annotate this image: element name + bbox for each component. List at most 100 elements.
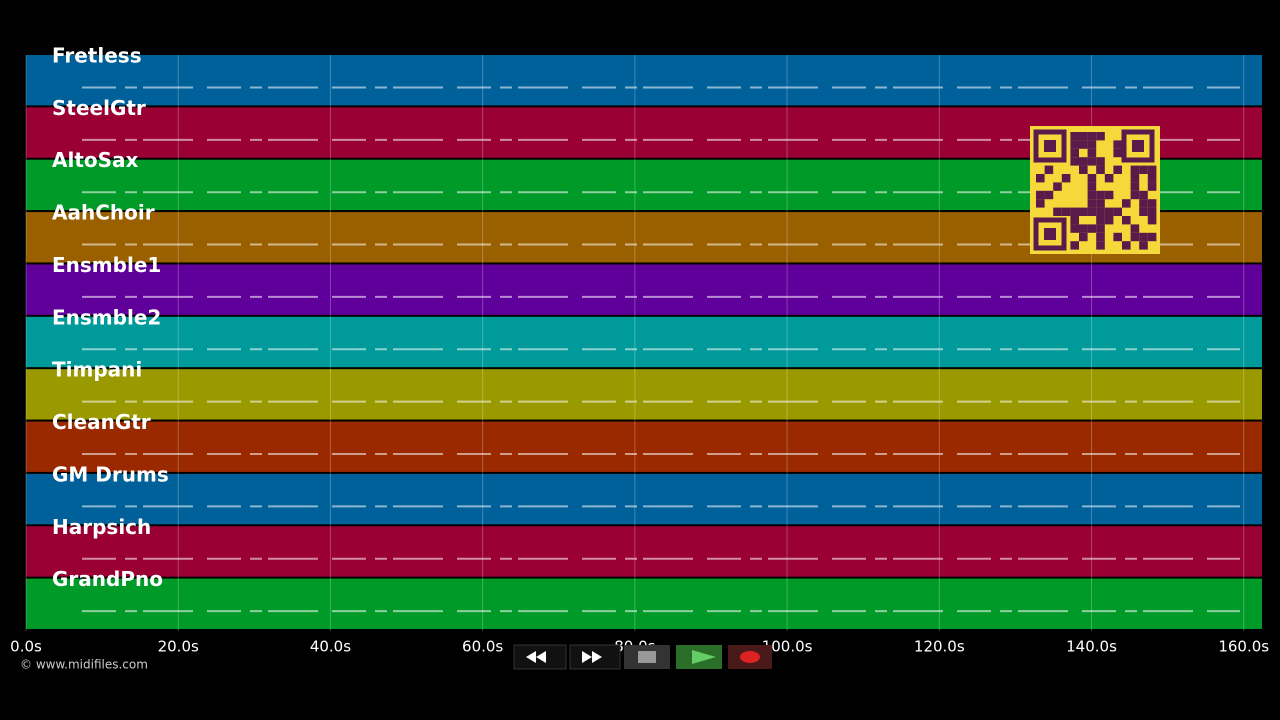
track-label: Timpani [52,358,142,382]
qr-module [1096,165,1105,174]
qr-module [1113,207,1122,216]
qr-module [1096,157,1105,166]
qr-module [1104,190,1114,200]
qr-module [1096,216,1105,225]
qr-module [1070,241,1079,250]
qr-module [1130,165,1140,174]
play-icon [692,650,716,664]
qr-module [1113,232,1122,242]
record-icon [740,651,760,663]
qr-module [1147,216,1157,225]
track-label: AahChoir [52,201,155,225]
qr-module [1104,216,1114,225]
qr-module [1087,140,1097,149]
qr-module [1096,241,1105,250]
qr-module [1087,157,1097,166]
qr-module [1113,140,1122,149]
track-label: GrandPno [52,567,163,591]
x-tick-label: 100.0s [762,638,813,656]
qr-module [1079,207,1088,216]
track-band [26,316,1262,368]
qr-module [1096,224,1105,233]
qr-module [1079,224,1088,233]
qr-module [1122,216,1131,225]
qr-module [1130,232,1140,242]
qr-module [1147,207,1157,216]
track-label: Ensmble1 [52,253,161,277]
qr-module [1070,140,1079,149]
track-label: GM Drums [52,462,169,486]
qr-module [1061,174,1071,183]
rewind-icon [526,651,546,663]
track-band [26,55,1262,106]
qr-module [1147,199,1157,208]
forward-icon [582,651,602,663]
qr-module [1139,241,1148,250]
qr-module [1122,199,1131,208]
qr-module [1036,199,1045,208]
qr-module [1079,232,1088,242]
qr-module [1130,190,1140,200]
playback-controls [513,644,772,670]
qr-module [1096,190,1105,200]
stop-icon [638,651,656,663]
qr-module [1070,157,1079,166]
qr-module [1104,174,1114,183]
qr-module [1130,224,1140,233]
x-tick-label: 40.0s [310,638,351,656]
track-band [26,526,1262,577]
qr-module [1070,207,1079,216]
qr-module [1130,182,1140,191]
qr-module [1070,216,1079,225]
x-tick-label: 140.0s [1066,638,1117,656]
qr-module [1053,207,1062,216]
track-band [26,578,1262,629]
qr-module [1053,182,1062,191]
qr-module [1070,224,1079,233]
qr-module [1139,165,1148,174]
qr-module [1147,174,1157,183]
qr-module [1087,207,1097,216]
qr-module [1044,165,1054,174]
track-label: SteelGtr [52,96,146,120]
qr-module [1087,148,1097,158]
qr-module [1079,140,1088,149]
track-band [26,473,1262,525]
x-tick-label: 0.0s [10,638,42,656]
qr-module [1096,232,1105,242]
qr-module [1139,199,1148,208]
qr-module [1070,132,1079,141]
track-label: CleanGtr [52,410,151,434]
track-label: AltoSax [52,148,139,172]
qr-module [1036,190,1045,200]
qr-module [1087,224,1097,233]
track-band [26,421,1262,472]
qr-module [1147,232,1157,242]
qr-module [1079,157,1088,166]
qr-module [1139,232,1148,242]
qr-module [1087,182,1097,191]
qr-code [1030,126,1160,254]
qr-module [1087,199,1097,208]
qr-module [1079,132,1088,141]
qr-module [1087,174,1097,183]
qr-module [1079,165,1088,174]
x-tick-label: 20.0s [158,638,199,656]
qr-module [1130,174,1140,183]
x-tick-label: 160.0s [1218,638,1269,656]
qr-module [1087,132,1097,141]
qr-module [1096,199,1105,208]
qr-module [1061,207,1071,216]
qr-module [1122,241,1131,250]
x-tick-label: 120.0s [914,638,965,656]
qr-module [1070,148,1079,158]
qr-module [1087,190,1097,200]
track-label: Fretless [52,44,142,68]
qr-module [1147,165,1157,174]
qr-module [1139,207,1148,216]
track-label: Harpsich [52,515,151,539]
qr-module [1147,182,1157,191]
qr-module [1139,190,1148,200]
